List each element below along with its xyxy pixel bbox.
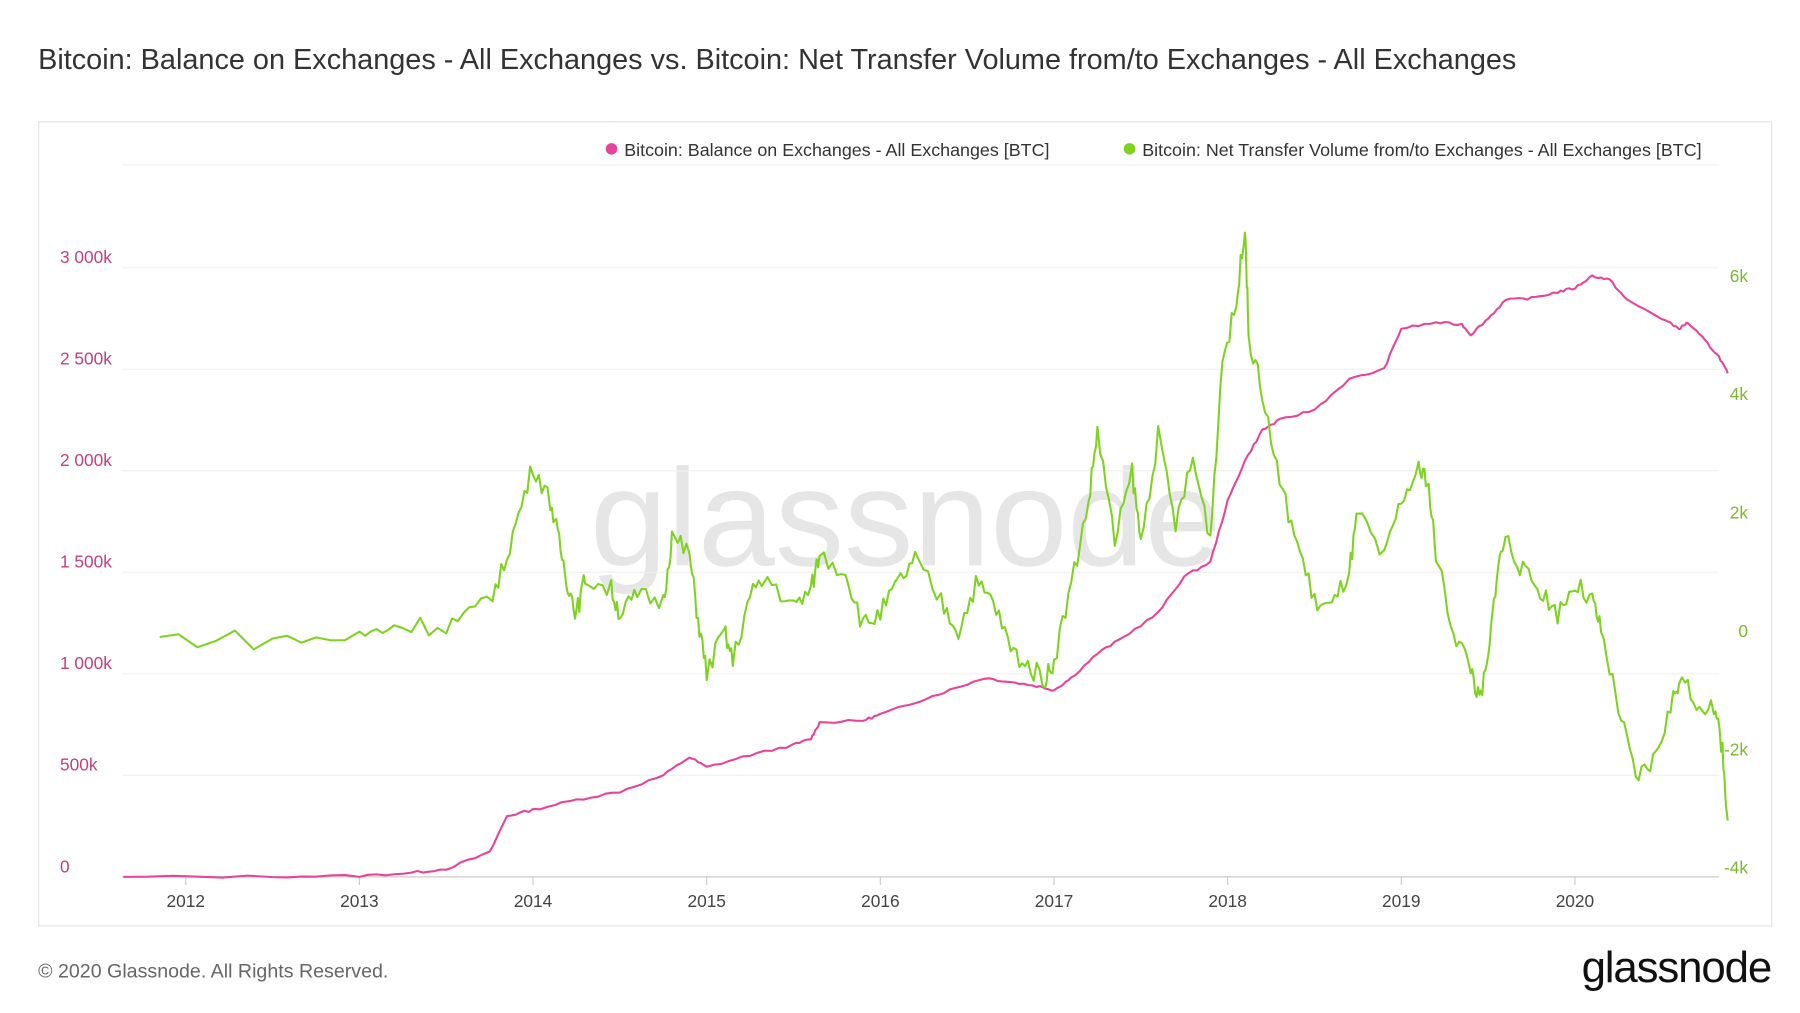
left-axis-tick-label: 1 000k (60, 653, 112, 673)
left-axis-tick-label: 1 500k (60, 552, 112, 572)
right-axis-tick-label: 0 (1738, 621, 1748, 641)
right-axis-tick-label: 4k (1730, 384, 1749, 404)
net-transfer-series-line (159, 231, 1729, 821)
x-axis-tick-label: 2012 (167, 891, 205, 911)
copyright-footer: © 2020 Glassnode. All Rights Reserved. (38, 959, 389, 982)
chart-frame (38, 121, 1773, 927)
left-axis-tick-label: 2 500k (60, 349, 112, 369)
glassnode-logo: glassnode (1581, 943, 1773, 993)
legend-marker (605, 143, 618, 155)
right-axis-tick-label: 6k (1730, 266, 1749, 286)
legend-label: Bitcoin: Balance on Exchanges - All Exch… (624, 140, 1049, 160)
right-axis-tick-label: -4k (1724, 858, 1748, 878)
left-axis-tick-label: 0 (60, 856, 70, 876)
x-axis-tick-label: 2019 (1382, 891, 1420, 911)
watermark: glassnode (590, 441, 1221, 595)
legend-label: Bitcoin: Net Transfer Volume from/to Exc… (1142, 140, 1701, 160)
x-axis-tick-label: 2015 (687, 891, 725, 911)
balance-series-line (123, 274, 1729, 879)
x-axis-tick-label: 2016 (861, 891, 899, 911)
left-axis-tick-label: 3 000k (60, 247, 112, 267)
right-axis-tick-label: 2k (1730, 503, 1749, 523)
x-axis-tick-label: 2013 (340, 891, 378, 911)
page-title: Bitcoin: Balance on Exchanges - All Exch… (38, 43, 1517, 77)
x-axis-tick-label: 2018 (1208, 891, 1246, 911)
x-axis-tick-label: 2020 (1556, 891, 1594, 911)
x-axis-tick-label: 2014 (514, 891, 553, 911)
legend-marker (1123, 143, 1136, 155)
left-axis-tick-label: 2 000k (60, 450, 112, 470)
right-axis-tick-label: -2k (1724, 739, 1748, 759)
left-axis-tick-label: 500k (60, 755, 98, 775)
x-axis-tick-label: 2017 (1035, 891, 1073, 911)
